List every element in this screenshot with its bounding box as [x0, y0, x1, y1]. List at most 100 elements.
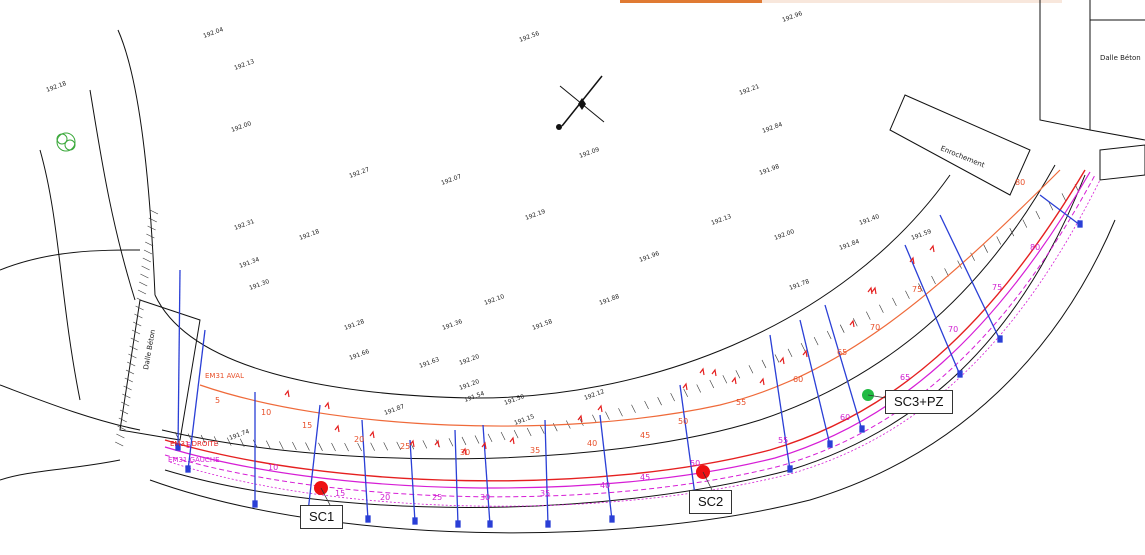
hatch-mark — [735, 370, 741, 379]
elevation-label: 191.87 — [383, 403, 405, 417]
hatch-mark — [383, 442, 388, 451]
hatch-mark — [133, 321, 142, 327]
transect-line — [482, 424, 491, 526]
red-tick — [509, 436, 515, 445]
hatch-mark — [618, 408, 623, 417]
hatch-mark — [592, 414, 597, 423]
transect-end — [487, 520, 493, 528]
chainage-aval: 15 — [302, 421, 312, 430]
hatch-mark — [135, 305, 144, 311]
building-1 — [1039, 0, 1091, 131]
elevation-label: 192.27 — [348, 166, 370, 180]
dalle-block-right — [1099, 144, 1145, 181]
hatch-mark — [748, 365, 754, 374]
top-bar-orange — [620, 0, 762, 3]
hatch-mark — [140, 273, 149, 279]
hatch-mark — [137, 289, 147, 295]
elevation-label: 191.96 — [638, 250, 660, 264]
elevation-label: 192.20 — [458, 353, 480, 367]
transect-line — [409, 439, 416, 523]
red-tick — [481, 441, 487, 450]
elevation-label: 192.07 — [440, 173, 462, 187]
red-tick — [849, 319, 855, 328]
chainage-gauche: 60 — [840, 413, 850, 422]
transect-end — [365, 515, 371, 523]
transect-end — [545, 520, 551, 528]
dalle-block-left — [119, 299, 201, 441]
chainage-aval: 60 — [793, 375, 803, 384]
red-tick — [369, 430, 375, 439]
elevation-label: 192.12 — [583, 388, 605, 402]
transect-line — [187, 329, 206, 471]
hatch-mark — [124, 377, 133, 383]
enrochement-block — [889, 94, 1031, 196]
hatch-mark — [115, 441, 124, 447]
chainage-aval: 80 — [1015, 178, 1025, 187]
chainage-aval: 5 — [215, 396, 220, 405]
hatch-mark — [500, 431, 506, 441]
elevation-label: 191.15 — [513, 413, 535, 427]
elevation-label: 191.34 — [238, 256, 260, 270]
transect-line — [799, 319, 831, 446]
magenta-line-1 — [164, 171, 1091, 489]
elevation-label: 191.40 — [858, 213, 880, 227]
red-tick — [929, 244, 935, 253]
left-road-3 — [0, 459, 121, 481]
hatch-mark — [905, 290, 910, 299]
red-tick — [461, 447, 467, 456]
hatch-mark — [448, 438, 454, 447]
elevation-label: 191.36 — [441, 318, 463, 332]
hatch-mark — [957, 260, 962, 269]
left-road — [0, 249, 141, 271]
hatch-mark — [145, 241, 154, 247]
hatch-mark — [370, 442, 375, 451]
transect-end — [455, 520, 461, 528]
hatch-mark — [513, 429, 519, 439]
hatch-mark — [422, 440, 428, 449]
elevation-label: 192.13 — [710, 213, 732, 227]
elevation-label: 192.10 — [483, 293, 505, 307]
hatch-mark — [226, 437, 232, 446]
transect-line — [599, 414, 613, 521]
hatch-mark — [149, 209, 159, 215]
hatch-mark — [722, 375, 728, 384]
hatch-mark — [1022, 219, 1028, 228]
hatch-mark — [918, 283, 923, 292]
outer-boundary-arc — [149, 219, 1116, 534]
hatch-mark — [487, 433, 493, 442]
hatch-mark — [774, 354, 780, 363]
hatch-mark — [266, 440, 271, 449]
hatch-mark — [644, 400, 649, 410]
elevation-label: 192.09 — [578, 146, 600, 160]
transect-line — [769, 334, 791, 471]
hatch-mark — [970, 252, 975, 261]
hatch-mark — [996, 236, 1002, 245]
hatch-mark — [631, 404, 636, 413]
chainage-gauche: 10 — [268, 463, 278, 472]
hatch-mark — [279, 441, 284, 450]
hatch-mark — [130, 337, 139, 343]
transect-line — [939, 214, 1001, 341]
hatch-mark — [696, 384, 702, 393]
hatch-mark — [892, 297, 897, 306]
hatch-mark — [474, 435, 480, 444]
left-curve-2 — [89, 89, 136, 301]
red-tick — [731, 376, 737, 385]
compass-rose — [556, 75, 605, 130]
red-tick — [779, 356, 785, 365]
hatch-mark — [116, 433, 125, 439]
transect-end — [1077, 220, 1083, 228]
hatch-mark — [128, 353, 137, 359]
elevation-label: 191.30 — [248, 278, 270, 292]
elevation-label: 192.31 — [233, 218, 255, 232]
red-tick — [434, 439, 440, 448]
transect-line — [544, 419, 549, 526]
hatch-mark — [605, 411, 610, 420]
hatch-mark — [239, 438, 245, 447]
chainage-aval: 55 — [736, 398, 746, 407]
hatch-mark — [148, 217, 157, 223]
hatch-mark — [983, 244, 988, 253]
chainage-gauche: 40 — [600, 481, 610, 490]
